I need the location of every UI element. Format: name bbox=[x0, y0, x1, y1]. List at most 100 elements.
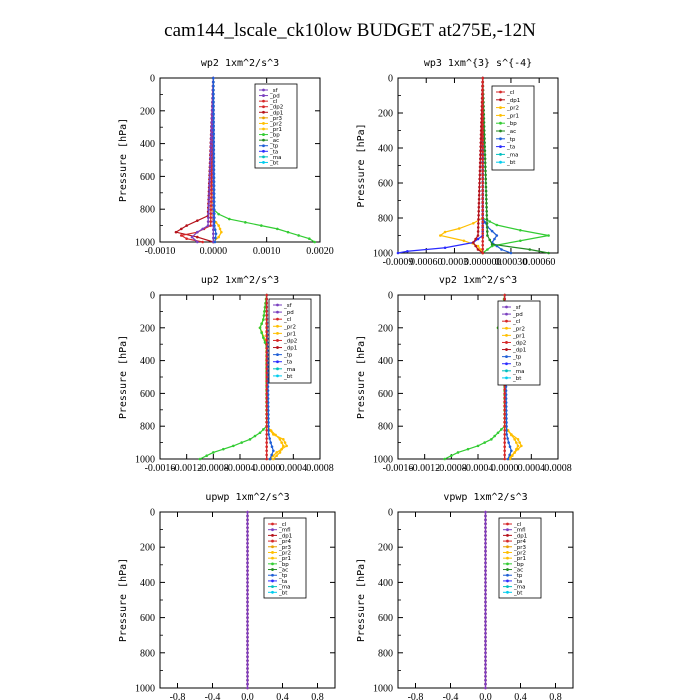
series-point bbox=[481, 119, 485, 123]
legend-marker bbox=[276, 339, 279, 342]
series-point bbox=[212, 100, 215, 104]
series-point bbox=[484, 569, 487, 572]
series-point bbox=[196, 235, 199, 239]
series-point bbox=[209, 144, 213, 148]
x-tick-label: 0.0 bbox=[479, 692, 492, 700]
series-dp2 bbox=[198, 293, 268, 461]
series-point bbox=[484, 635, 487, 639]
series-point bbox=[212, 152, 216, 156]
series-point bbox=[484, 514, 487, 518]
series-point bbox=[484, 526, 487, 529]
y-tick-label: 800 bbox=[140, 648, 155, 659]
legend-label: _sf bbox=[512, 305, 522, 311]
series-point bbox=[265, 351, 268, 354]
series-point bbox=[481, 84, 485, 88]
series-point bbox=[476, 244, 480, 248]
legend-label: _ac bbox=[278, 568, 288, 574]
series-point bbox=[462, 239, 466, 243]
series-point bbox=[265, 437, 268, 440]
series-point bbox=[484, 643, 487, 647]
series-point bbox=[478, 181, 481, 185]
series-point bbox=[283, 441, 287, 444]
series-point bbox=[481, 115, 485, 119]
series-point bbox=[210, 128, 213, 132]
legend-label: _dp1 bbox=[512, 348, 526, 354]
x-tick-label: 0.4 bbox=[276, 692, 289, 700]
series-point bbox=[222, 447, 225, 451]
y-tick-label: 1000 bbox=[135, 238, 155, 249]
series-point bbox=[246, 663, 249, 666]
series-point bbox=[180, 234, 183, 237]
legend-label: _pr2 bbox=[283, 324, 296, 330]
series-point bbox=[244, 221, 247, 224]
series-point bbox=[513, 438, 516, 441]
legend-marker bbox=[271, 551, 274, 554]
series-point bbox=[503, 429, 506, 432]
legend-label: _ma bbox=[506, 152, 518, 158]
series-point bbox=[240, 441, 243, 444]
series-point bbox=[265, 408, 268, 412]
series-point bbox=[481, 131, 485, 134]
legend-label: _tp bbox=[512, 355, 522, 361]
legend-marker bbox=[505, 319, 508, 323]
y-tick-label: 600 bbox=[140, 613, 155, 624]
series-point bbox=[503, 388, 506, 391]
panel-vpwp: vpwp 1xm^2/s^3 0 200 400 600 800 1000 Pressure … bbox=[356, 492, 574, 700]
series-point bbox=[208, 164, 212, 168]
series-point bbox=[485, 218, 489, 221]
series-point bbox=[481, 158, 485, 161]
series-point bbox=[212, 144, 216, 148]
legend-label: _pd bbox=[283, 310, 294, 316]
series-point bbox=[471, 241, 475, 244]
series-point bbox=[246, 643, 249, 647]
legend-marker bbox=[506, 573, 509, 577]
series-point bbox=[265, 445, 268, 449]
legend-label: _ac bbox=[506, 129, 516, 135]
series-point bbox=[481, 205, 485, 208]
series-point bbox=[503, 420, 506, 424]
series-point bbox=[212, 84, 215, 88]
series-point bbox=[484, 663, 487, 666]
series-point bbox=[213, 212, 216, 215]
series-point bbox=[481, 154, 485, 158]
series-point bbox=[265, 314, 268, 317]
legend-marker bbox=[276, 331, 279, 335]
series-point bbox=[207, 200, 211, 203]
series-point bbox=[516, 444, 520, 448]
series-point bbox=[483, 221, 487, 224]
series-point bbox=[265, 449, 268, 453]
series-point bbox=[265, 367, 268, 371]
x-tick-label: 0.0003 bbox=[441, 257, 469, 268]
series-point bbox=[207, 192, 211, 195]
series-point bbox=[209, 196, 213, 199]
series-point bbox=[286, 230, 290, 234]
series-tp bbox=[212, 76, 218, 244]
legend-marker bbox=[499, 90, 502, 94]
x-tick-label: 0.0000 bbox=[253, 463, 281, 474]
legend-label: _ta bbox=[283, 360, 292, 366]
series-point bbox=[174, 230, 178, 234]
y-tick-label: 0 bbox=[388, 291, 393, 302]
series-point bbox=[196, 230, 199, 234]
panel-wp2: wp2 1xm^2/s^3 0 200 400 600 800 1000 Pressure [… bbox=[118, 58, 334, 257]
series-point bbox=[246, 678, 249, 682]
legend-label: _ta bbox=[269, 149, 278, 155]
series-point bbox=[485, 230, 489, 233]
legend-label: _dp1 bbox=[283, 346, 297, 352]
series-point bbox=[270, 453, 273, 457]
series-point bbox=[503, 400, 506, 403]
series-point bbox=[265, 457, 268, 461]
series-point bbox=[484, 651, 487, 655]
legend-label: _pr1 bbox=[506, 113, 519, 119]
legend-marker bbox=[262, 144, 265, 148]
series-point bbox=[484, 674, 487, 678]
legend-label: _mfl bbox=[278, 528, 291, 534]
legend-marker bbox=[262, 122, 265, 125]
series-point bbox=[246, 674, 249, 678]
series-point bbox=[481, 243, 485, 247]
series-point bbox=[196, 219, 199, 222]
series-point bbox=[485, 209, 488, 213]
x-tick-label: -0.0016 bbox=[145, 463, 176, 474]
legend-marker bbox=[276, 303, 279, 307]
legend-label: _bp bbox=[269, 133, 280, 139]
